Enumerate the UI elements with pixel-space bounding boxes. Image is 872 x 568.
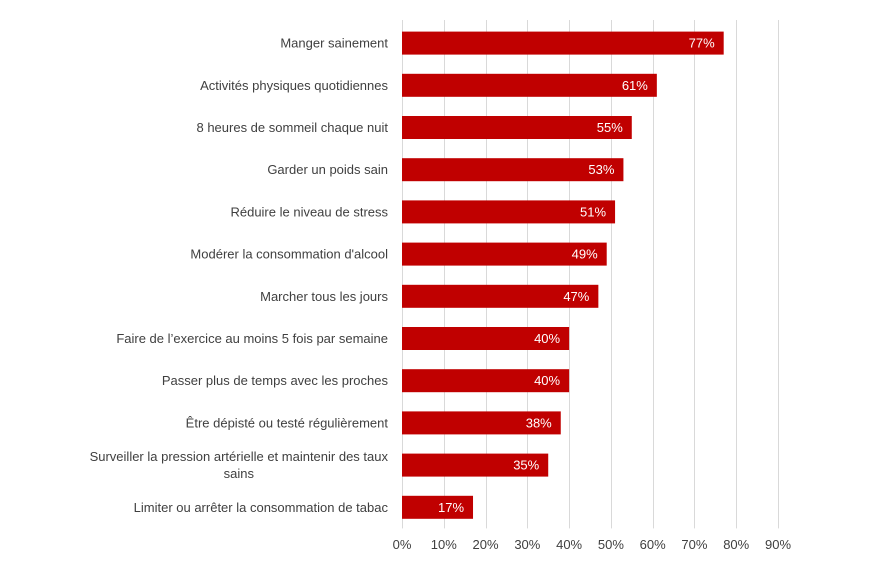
bar [402, 31, 724, 55]
bar [402, 284, 599, 308]
category-label: Limiter ou arrêter la consommation de ta… [134, 500, 389, 515]
data-label: 47% [563, 289, 589, 304]
x-tick-label: 40% [556, 537, 582, 552]
x-tick-label: 90% [765, 537, 791, 552]
data-label: 77% [689, 36, 715, 51]
bar [402, 369, 570, 393]
data-label: 40% [534, 373, 560, 388]
bar [402, 200, 616, 224]
data-label: 51% [580, 204, 606, 219]
data-label: 61% [622, 78, 648, 93]
x-tick-label: 10% [431, 537, 457, 552]
x-tick-label: 50% [598, 537, 624, 552]
x-tick-label: 30% [514, 537, 540, 552]
category-label: Modérer la consommation d'alcool [190, 247, 388, 262]
bar [402, 411, 561, 435]
x-tick-label: 70% [681, 537, 707, 552]
data-label: 40% [534, 331, 560, 346]
bar [402, 158, 624, 182]
bar [402, 73, 657, 97]
category-label: Marcher tous les jours [260, 289, 388, 304]
category-label: Garder un poids sain [267, 162, 388, 177]
bars: 77% 61% 55% 53% 51% 49% 47% 40% 40% 38% 35% 17% [402, 31, 724, 519]
x-axis-tick-labels: 0% 10% 20% 30% 40% 50% 60% 70% 80% 90% [393, 537, 792, 552]
gridlines [402, 20, 779, 529]
category-label: Être dépisté ou testé régulièrement [186, 415, 389, 430]
data-label: 49% [572, 247, 598, 262]
category-label: 8 heures de sommeil chaque nuit [196, 120, 388, 135]
bar [402, 453, 549, 477]
category-labels: Manger sainement Activités physiques quot… [90, 36, 389, 515]
data-label: 38% [526, 415, 552, 430]
category-label: Faire de l’exercice au moins 5 fois par … [116, 331, 388, 346]
bar [402, 242, 607, 266]
bar [402, 116, 632, 139]
category-label: Surveiller la pression artérielle et mai… [90, 449, 389, 481]
x-tick-label: 0% [393, 537, 412, 552]
category-label: Passer plus de temps avec les proches [162, 373, 389, 388]
x-tick-label: 80% [723, 537, 749, 552]
x-tick-label: 60% [640, 537, 666, 552]
data-label: 53% [588, 162, 614, 177]
x-tick-label: 20% [473, 537, 499, 552]
data-label: 55% [597, 120, 623, 135]
data-label: 17% [438, 500, 464, 515]
category-label: Manger sainement [280, 36, 388, 51]
category-label: Activités physiques quotidiennes [200, 78, 388, 93]
category-label: Réduire le niveau de stress [230, 204, 388, 219]
bar [402, 495, 474, 519]
bar [402, 327, 570, 350]
data-label: 35% [513, 458, 539, 473]
